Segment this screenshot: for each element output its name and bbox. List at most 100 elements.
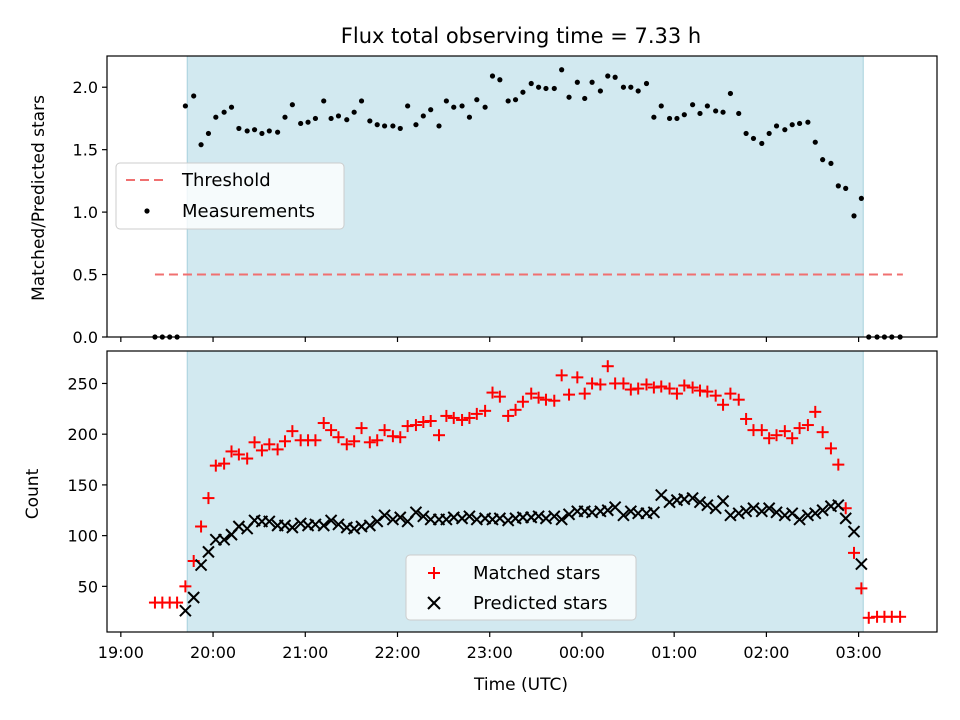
predicted-star-point: [347, 522, 361, 535]
predicted-star-point: [809, 507, 822, 520]
measurement-point: [251, 127, 258, 133]
matched-star-point: [209, 459, 222, 472]
predicted-star-point: [394, 511, 407, 524]
x-tick-label: 23:00: [467, 643, 513, 662]
measurement-point: [543, 85, 549, 92]
matched-star-point: [594, 378, 607, 391]
matched-star-point: [479, 404, 492, 417]
matched-star-point: [363, 436, 376, 449]
measurement-point: [459, 103, 465, 109]
plot-frame: [106, 55, 938, 338]
x-tick-label: 20:00: [190, 643, 236, 662]
measurement-point: [436, 123, 442, 129]
measurement-point: [228, 104, 235, 110]
legend-measurements-label: Measurements: [182, 201, 315, 222]
measurement-point: [851, 213, 857, 219]
measurement-point: [236, 125, 242, 132]
matched-star-point: [824, 442, 837, 455]
measurement-point: [674, 115, 680, 122]
matched-star-point: [225, 445, 238, 458]
matched-star-point: [709, 389, 722, 402]
matched-star-point: [693, 384, 706, 397]
matched-star-point: [586, 377, 599, 390]
predicted-star-point: [548, 510, 561, 523]
matched-star-point: [232, 448, 245, 461]
measurement-point: [574, 79, 580, 85]
matched-star-point: [278, 435, 291, 448]
measurement-point: [328, 115, 334, 122]
matched-star-point: [793, 422, 806, 435]
predicted-star-point: [663, 495, 676, 509]
measurement-point: [697, 110, 703, 117]
measurement-point: [244, 128, 250, 134]
measurement-point: [766, 130, 772, 137]
predicted-star-point: [601, 504, 614, 517]
measurement-point: [635, 88, 641, 94]
y-tick-label: 50: [78, 577, 98, 596]
measurement-point: [321, 98, 327, 104]
measurement-point: [628, 84, 634, 90]
predicted-star-point: [363, 519, 377, 532]
y-axis-label: Matched/Predicted stars: [29, 95, 49, 301]
measurement-point: [266, 128, 272, 134]
measurement-point: [466, 114, 473, 120]
y-tick-label: 200: [67, 425, 98, 444]
y-tick-label: 1.0: [73, 203, 98, 222]
measurement-point: [205, 130, 212, 137]
matched-star-point: [663, 382, 676, 395]
matched-star-point: [202, 492, 215, 505]
x-axis-ticks: 19:00 20:00 21:00 22:00 23:00 00:00 01:00 02:00…: [98, 632, 882, 662]
predicted-star-point: [739, 505, 753, 518]
predicted-star-point: [647, 506, 661, 519]
ratio-panel: 0.0 0.5 1.0 1.5 2.0 Flux total observing tim…: [29, 24, 938, 347]
matched-star-point: [525, 387, 538, 400]
x-axis-ticks: [120, 337, 860, 342]
legend-box: [115, 162, 345, 230]
measurement-point: [482, 104, 488, 110]
matched-star-point: [770, 429, 783, 442]
measurement-point: [381, 123, 388, 129]
x-tick-label: 21:00: [282, 643, 328, 662]
predicted-star-point: [501, 514, 515, 527]
measurement-point: [843, 185, 849, 191]
measurement-point: [828, 160, 834, 167]
y-tick-label: 150: [67, 476, 98, 495]
measurement-point: [736, 110, 742, 117]
predicted-star-point: [801, 509, 815, 522]
matched-star-point: [317, 417, 330, 430]
measurement-point: [305, 119, 311, 125]
y-tick-label: 0.0: [73, 328, 98, 347]
predicted-star-point: [686, 491, 699, 505]
predicted-star-point: [463, 510, 476, 523]
measurement-point: [358, 98, 365, 104]
measurement-point: [582, 95, 588, 102]
predicted-star-point: [562, 508, 576, 521]
matched-star-point: [647, 381, 660, 394]
predicted-star-point: [617, 509, 630, 522]
predicted-star-point: [324, 514, 338, 527]
matched-star-point: [894, 610, 907, 623]
matched-star-point: [340, 438, 353, 451]
measurement-point: [474, 97, 480, 103]
predicted-star-point: [847, 525, 861, 538]
measurement-point: [312, 115, 319, 122]
matched-star-point: [286, 425, 299, 438]
measurement-point: [413, 122, 419, 128]
y-tick-label: 0.5: [73, 266, 98, 285]
measurement-point: [489, 73, 496, 79]
predicted-star-point: [317, 519, 330, 532]
measurement-point: [221, 109, 227, 115]
predicted-star-point: [202, 545, 215, 559]
matched-star-point: [493, 390, 506, 403]
matched-star-point: [386, 430, 399, 443]
matched-star-point: [670, 387, 683, 400]
measurement-point: [812, 139, 818, 145]
matched-star-point: [855, 582, 868, 595]
measurement-point: [597, 88, 603, 94]
predicted-star-point: [440, 513, 453, 526]
matched-star-point: [502, 409, 515, 422]
matched-star-point: [578, 387, 591, 400]
predicted-star-point: [332, 518, 345, 531]
plot-frame: [106, 350, 938, 633]
predicted-star-point: [194, 558, 208, 572]
